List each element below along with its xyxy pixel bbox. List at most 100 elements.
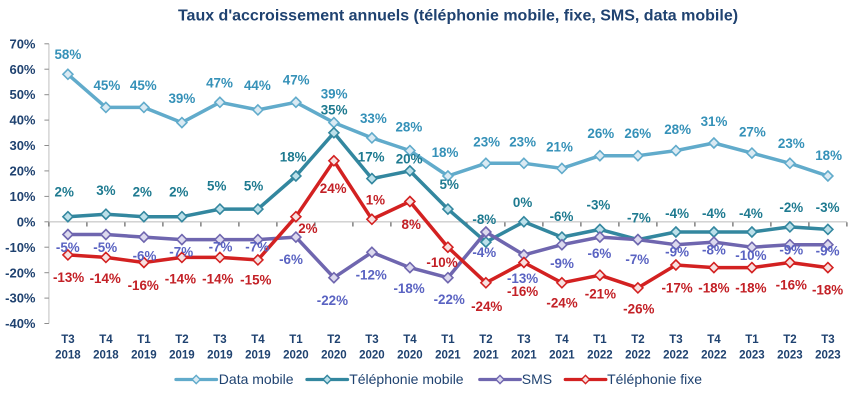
svg-text:10%: 10% xyxy=(9,189,35,204)
svg-text:-22%: -22% xyxy=(434,292,465,307)
svg-text:-24%: -24% xyxy=(471,299,502,314)
svg-text:-10%: -10% xyxy=(735,248,766,263)
svg-text:5%: 5% xyxy=(207,178,226,193)
svg-text:24%: 24% xyxy=(320,181,347,196)
svg-text:26%: 26% xyxy=(587,126,614,141)
svg-text:45%: 45% xyxy=(130,78,157,93)
svg-text:2%: 2% xyxy=(55,185,74,200)
svg-text:26%: 26% xyxy=(624,126,651,141)
svg-text:-9%: -9% xyxy=(665,245,689,260)
svg-text:T3: T3 xyxy=(365,334,378,346)
svg-text:-7%: -7% xyxy=(209,239,233,254)
svg-text:2021: 2021 xyxy=(473,349,499,361)
svg-text:20%: 20% xyxy=(396,152,423,167)
svg-text:-5%: -5% xyxy=(93,240,117,255)
svg-text:-10%: -10% xyxy=(5,240,36,255)
svg-text:21%: 21% xyxy=(546,139,573,154)
svg-text:T2: T2 xyxy=(479,334,492,346)
svg-text:T4: T4 xyxy=(251,334,265,346)
svg-text:-5%: -5% xyxy=(56,240,80,255)
svg-text:2%: 2% xyxy=(169,185,188,200)
svg-text:20%: 20% xyxy=(9,164,35,179)
svg-text:33%: 33% xyxy=(360,111,387,126)
svg-text:39%: 39% xyxy=(321,87,348,102)
svg-text:50%: 50% xyxy=(9,87,35,102)
svg-text:-12%: -12% xyxy=(356,268,387,283)
svg-text:SMS: SMS xyxy=(522,371,552,387)
svg-text:-18%: -18% xyxy=(698,281,729,296)
svg-text:T4: T4 xyxy=(99,334,113,346)
svg-text:2020: 2020 xyxy=(397,349,423,361)
svg-text:35%: 35% xyxy=(321,103,348,118)
svg-text:T1: T1 xyxy=(137,334,151,346)
svg-text:Téléphonie mobile: Téléphonie mobile xyxy=(349,371,464,387)
svg-text:-6%: -6% xyxy=(550,209,574,224)
svg-text:-26%: -26% xyxy=(623,301,654,316)
svg-text:T1: T1 xyxy=(289,334,303,346)
svg-text:T1: T1 xyxy=(593,334,607,346)
svg-text:T2: T2 xyxy=(783,334,796,346)
svg-text:-14%: -14% xyxy=(202,271,233,286)
svg-text:23%: 23% xyxy=(778,136,805,151)
svg-text:-40%: -40% xyxy=(5,316,36,331)
svg-text:-30%: -30% xyxy=(5,291,36,306)
svg-text:2%: 2% xyxy=(133,185,152,200)
svg-text:28%: 28% xyxy=(664,122,691,137)
svg-text:-7%: -7% xyxy=(169,244,193,259)
svg-text:-4%: -4% xyxy=(739,206,763,221)
svg-text:Data mobile: Data mobile xyxy=(219,371,294,387)
svg-text:-6%: -6% xyxy=(279,252,303,267)
svg-text:45%: 45% xyxy=(93,78,120,93)
svg-text:-4%: -4% xyxy=(472,245,496,260)
svg-text:-4%: -4% xyxy=(702,206,726,221)
svg-text:-7%: -7% xyxy=(627,211,651,226)
svg-text:2021: 2021 xyxy=(549,349,575,361)
svg-text:-16%: -16% xyxy=(507,284,538,299)
svg-text:27%: 27% xyxy=(739,125,766,140)
svg-text:2021: 2021 xyxy=(511,349,537,361)
svg-text:T3: T3 xyxy=(213,334,226,346)
svg-text:5%: 5% xyxy=(244,178,263,193)
svg-text:2020: 2020 xyxy=(321,349,347,361)
svg-text:-16%: -16% xyxy=(776,278,807,293)
svg-text:2022: 2022 xyxy=(587,349,613,361)
svg-text:T3: T3 xyxy=(669,334,682,346)
svg-text:8%: 8% xyxy=(402,217,421,232)
svg-text:-14%: -14% xyxy=(165,271,196,286)
svg-text:2020: 2020 xyxy=(359,349,385,361)
svg-text:-9%: -9% xyxy=(816,244,840,259)
svg-text:2022: 2022 xyxy=(663,349,689,361)
svg-text:30%: 30% xyxy=(9,138,35,153)
svg-text:-13%: -13% xyxy=(53,270,84,285)
svg-text:T3: T3 xyxy=(821,334,834,346)
svg-text:23%: 23% xyxy=(473,134,500,149)
svg-text:60%: 60% xyxy=(9,62,35,77)
svg-text:17%: 17% xyxy=(358,150,385,165)
svg-text:-13%: -13% xyxy=(507,271,538,286)
svg-text:2019: 2019 xyxy=(207,349,233,361)
svg-text:2%: 2% xyxy=(298,221,317,236)
svg-text:47%: 47% xyxy=(206,76,233,91)
svg-text:2018: 2018 xyxy=(93,349,119,361)
svg-text:-18%: -18% xyxy=(393,281,424,296)
svg-text:T4: T4 xyxy=(555,334,569,346)
svg-text:Taux d'accroissement annuels (: Taux d'accroissement annuels (téléphonie… xyxy=(178,8,738,25)
svg-text:2022: 2022 xyxy=(625,349,651,361)
svg-text:23%: 23% xyxy=(509,134,536,149)
svg-text:-9%: -9% xyxy=(779,242,803,257)
svg-text:2020: 2020 xyxy=(283,349,309,361)
svg-text:28%: 28% xyxy=(395,120,422,135)
svg-text:0%: 0% xyxy=(513,195,532,210)
svg-text:-3%: -3% xyxy=(816,200,840,215)
svg-text:T1: T1 xyxy=(441,334,455,346)
svg-text:-8%: -8% xyxy=(702,242,726,257)
svg-text:-22%: -22% xyxy=(317,293,348,308)
svg-text:3%: 3% xyxy=(96,183,115,198)
svg-text:-17%: -17% xyxy=(661,281,692,296)
svg-text:-6%: -6% xyxy=(587,246,611,261)
svg-text:40%: 40% xyxy=(9,113,35,128)
svg-text:-15%: -15% xyxy=(240,273,271,288)
svg-text:-20%: -20% xyxy=(5,265,36,280)
svg-text:-3%: -3% xyxy=(586,197,610,212)
svg-text:47%: 47% xyxy=(283,72,310,87)
